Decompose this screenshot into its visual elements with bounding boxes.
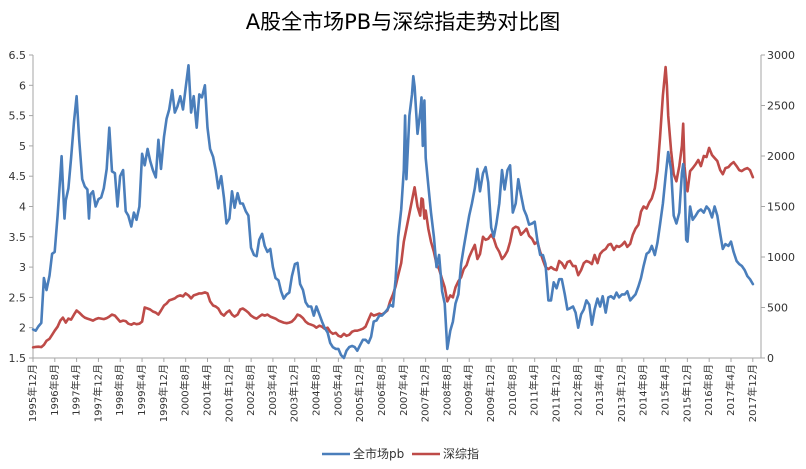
x-tick-label: 2012年8月 xyxy=(571,364,584,416)
x-tick-label: 2009年4月 xyxy=(462,364,475,416)
right-y-tick-label: 3000 xyxy=(767,49,795,62)
series-line-pb xyxy=(31,64,755,360)
x-tick-label: 2017年12月 xyxy=(746,364,759,422)
legend: 全市场pb 深综指 xyxy=(322,446,479,461)
legend-label-pb: 全市场pb xyxy=(353,446,404,461)
x-tick-label: 1999年12月 xyxy=(157,364,170,422)
left-y-tick-label: 5 xyxy=(19,140,26,153)
left-y-tick-label: 4 xyxy=(19,201,26,214)
x-tick-label: 2009年12月 xyxy=(484,364,497,422)
x-tick-label: 1997年12月 xyxy=(91,364,104,422)
x-tick-label: 1995年12月 xyxy=(26,364,39,422)
x-tick-label: 2001年12月 xyxy=(222,364,235,422)
x-tick-label: 2003年12月 xyxy=(288,364,301,422)
x-tick-label: 2000年8月 xyxy=(179,364,192,416)
x-tick-label: 2017年4月 xyxy=(724,364,737,416)
x-tick-label: 2002年8月 xyxy=(244,364,257,416)
x-tick-label: 2005年12月 xyxy=(353,364,366,422)
axes: 1.5 2 2.5 3 3.5 4 4.5 5 5.5 6 6.5 0 500 1000 1500 2000 2… xyxy=(9,49,796,422)
x-tick-label: 2015年4月 xyxy=(659,364,672,416)
x-tick-label: 2004年8月 xyxy=(310,364,323,416)
x-tick-label: 1998年8月 xyxy=(113,364,126,416)
left-y-tick-label: 3 xyxy=(19,261,26,274)
x-tick-label: 1997年4月 xyxy=(70,364,83,416)
x-tick-label: 2016年8月 xyxy=(702,364,715,416)
x-tick-label: 2006年8月 xyxy=(375,364,388,416)
right-y-tick-label: 1000 xyxy=(767,251,795,264)
chart-title: A股全市场PB与深综指走势对比图 xyxy=(246,10,560,34)
left-y-tick-label: 6 xyxy=(19,79,26,92)
series-line-szzs xyxy=(31,65,755,349)
x-tick-label: 2011年12月 xyxy=(549,364,562,422)
x-tick-label: 2007年4月 xyxy=(397,364,410,416)
x-tick-label: 2010年8月 xyxy=(506,364,519,416)
x-tick-label: 2013年12月 xyxy=(615,364,628,422)
left-y-tick-label: 1.5 xyxy=(9,352,27,365)
left-y-tick-label: 2 xyxy=(19,322,26,335)
x-tick-label: 2005年4月 xyxy=(331,364,344,416)
x-tick-label: 1996年8月 xyxy=(48,364,61,416)
x-tick-label: 2013年4月 xyxy=(593,364,606,416)
right-y-tick-label: 0 xyxy=(767,352,774,365)
x-tick-label: 2008年8月 xyxy=(440,364,453,416)
right-y-tick-label: 2000 xyxy=(767,150,795,163)
left-y-tick-label: 6.5 xyxy=(9,49,27,62)
left-y-tick-label: 4.5 xyxy=(9,170,27,183)
left-y-tick-label: 5.5 xyxy=(9,110,27,123)
left-y-tick-label: 2.5 xyxy=(9,291,27,304)
x-tick-label: 2015年12月 xyxy=(680,364,693,422)
x-tick-label: 2001年4月 xyxy=(200,364,213,416)
x-tick-label: 2014年8月 xyxy=(637,364,650,416)
x-tick-label: 2011年4月 xyxy=(528,364,541,416)
right-y-tick-label: 500 xyxy=(767,302,788,315)
legend-label-szzs: 深综指 xyxy=(443,446,479,461)
right-y-tick-label: 1500 xyxy=(767,201,795,214)
left-y-tick-label: 3.5 xyxy=(9,231,27,244)
x-tick-label: 2003年4月 xyxy=(266,364,279,416)
right-y-tick-label: 2500 xyxy=(767,100,795,113)
x-tick-label: 1999年4月 xyxy=(135,364,148,416)
series-lines xyxy=(31,64,755,360)
x-tick-label: 2007年12月 xyxy=(419,364,432,422)
